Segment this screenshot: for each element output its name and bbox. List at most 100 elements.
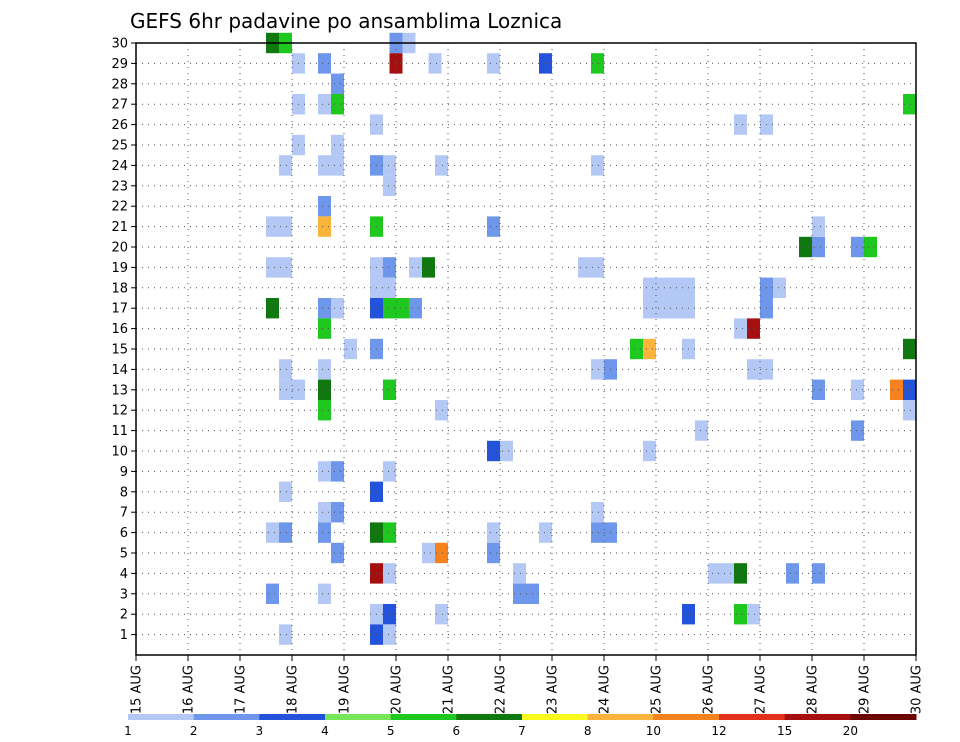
- x-tick-label: 17 AUG: [234, 665, 249, 714]
- color-scale-label: 7: [518, 724, 526, 738]
- color-scale-segment: [193, 714, 260, 720]
- color-scale-label: 1: [124, 724, 132, 738]
- y-tick-label: 1: [120, 628, 128, 643]
- precip-cell: [591, 53, 604, 74]
- precip-cell: [643, 440, 656, 462]
- precip-cell: [643, 338, 656, 360]
- precip-cell: [747, 318, 760, 339]
- y-tick-label: 19: [111, 261, 128, 276]
- precip-cell: [409, 257, 422, 278]
- precip-cell: [318, 379, 331, 400]
- precip-cell: [331, 461, 344, 482]
- precip-cell: [734, 563, 747, 584]
- precip-cell: [799, 236, 812, 258]
- y-tick-label: 12: [111, 404, 128, 419]
- color-scale-label: 12: [711, 724, 726, 738]
- y-tick-label: 9: [120, 465, 128, 480]
- color-scale-segment: [587, 714, 654, 720]
- precip-cell: [591, 502, 604, 523]
- x-tick-label: 18 AUG: [286, 665, 301, 714]
- color-scale-label: 20: [843, 724, 858, 738]
- precip-cell: [318, 155, 331, 176]
- y-tick-label: 23: [111, 179, 128, 194]
- precip-cell: [851, 420, 864, 441]
- precip-cell: [812, 236, 825, 258]
- precip-cell: [279, 379, 292, 400]
- precip-cell: [266, 216, 279, 237]
- precip-cell: [331, 73, 344, 94]
- x-axis: 15 AUG 16 AUG 17 AUG 18 AUG 19 AUG 20 AUG 21 A…: [130, 655, 925, 714]
- precip-cell: [786, 563, 799, 584]
- precip-cell: [331, 155, 344, 176]
- precip-cell: [539, 53, 552, 74]
- precip-cell: [435, 542, 448, 564]
- precip-cell: [318, 502, 331, 523]
- precip-cell: [734, 318, 747, 339]
- x-tick-label: 19 AUG: [338, 665, 353, 714]
- color-scale-segment: [128, 714, 195, 720]
- precip-cell: [266, 298, 279, 319]
- color-scale-segment: [653, 714, 720, 720]
- y-tick-label: 3: [120, 587, 128, 602]
- color-scale-segment: [719, 714, 786, 720]
- precip-cell: [318, 53, 331, 74]
- y-tick-label: 6: [120, 526, 128, 541]
- color-scale-label: 10: [646, 724, 661, 738]
- precip-cell: [383, 461, 396, 482]
- y-tick-label: 27: [111, 98, 128, 113]
- precip-cell: [396, 298, 409, 319]
- precip-cell: [266, 522, 279, 543]
- y-tick-label: 24: [111, 159, 128, 174]
- precip-cell: [500, 440, 513, 462]
- precip-cell: [487, 216, 500, 237]
- color-scale-segment: [259, 714, 326, 720]
- precip-cell: [383, 563, 396, 584]
- precip-cell: [318, 318, 331, 339]
- precip-cell: [331, 298, 344, 319]
- y-tick-label: 16: [111, 322, 128, 337]
- x-tick-label: 15 AUG: [130, 665, 145, 714]
- precip-cell: [643, 277, 656, 298]
- precip-cell: [389, 53, 403, 74]
- chart-title: GEFS 6hr padavine po ansamblima Loznica: [130, 9, 562, 33]
- y-axis: 1234567891011121314151617181920212223242…: [111, 37, 136, 643]
- precip-cell: [422, 257, 435, 278]
- precip-cell: [383, 624, 396, 645]
- y-tick-label: 20: [111, 241, 128, 256]
- precip-cell: [279, 624, 292, 645]
- y-tick-label: 11: [111, 424, 128, 439]
- color-scale-label: 4: [321, 724, 329, 738]
- precip-cell: [591, 359, 604, 380]
- precip-cell: [266, 583, 279, 604]
- y-tick-label: 10: [111, 445, 128, 460]
- color-scale-label: 5: [387, 724, 395, 738]
- y-tick-label: 18: [111, 281, 128, 296]
- precip-cell: [383, 379, 396, 400]
- precip-cell: [422, 542, 435, 564]
- y-tick-label: 21: [111, 220, 128, 235]
- y-tick-label: 28: [111, 77, 128, 92]
- precip-cell: [487, 440, 500, 462]
- precip-cell: [279, 522, 292, 543]
- x-tick-label: 25 AUG: [650, 665, 665, 714]
- y-tick-label: 15: [111, 343, 128, 358]
- precip-cell: [383, 522, 396, 543]
- precip-cell: [331, 94, 344, 115]
- precip-cell: [708, 563, 721, 584]
- precip-cell: [864, 236, 877, 258]
- precip-cell: [409, 298, 422, 319]
- precip-cell: [903, 400, 916, 421]
- x-tick-label: 21 AUG: [442, 665, 457, 714]
- precip-cell: [890, 379, 903, 400]
- precip-cell: [643, 298, 656, 319]
- y-tick-label: 17: [111, 302, 128, 317]
- precip-cell: [773, 277, 786, 298]
- precip-cell: [318, 94, 331, 115]
- precip-cell: [513, 563, 526, 584]
- precip-cell: [279, 359, 292, 380]
- precip-cell: [903, 94, 916, 115]
- precip-cell: [695, 420, 708, 441]
- color-scale-label: 8: [584, 724, 592, 738]
- x-tick-label: 30 AUG: [910, 665, 925, 714]
